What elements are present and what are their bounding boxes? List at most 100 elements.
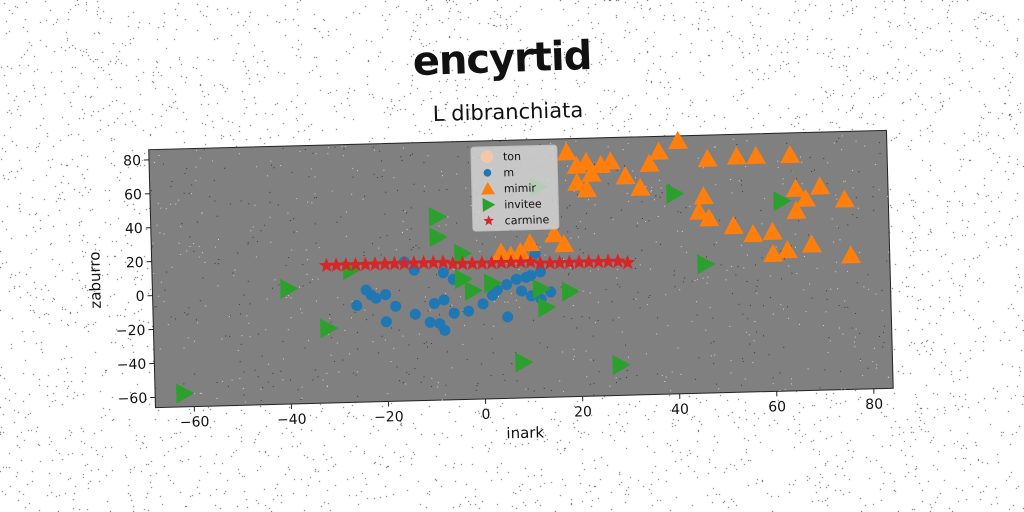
mimir-point (699, 208, 720, 227)
mimir-point (801, 234, 822, 253)
mimir-point (639, 153, 660, 172)
carmine-point (551, 254, 568, 270)
m-point (380, 316, 392, 328)
carmine-point (600, 253, 616, 269)
mimir-point (795, 188, 816, 207)
m-point (510, 273, 522, 285)
mimir-point (689, 201, 710, 220)
legend-label-m: m (503, 166, 514, 179)
series-carmine (318, 253, 636, 273)
x-axis-label: inark (506, 423, 544, 442)
invitee-point (773, 191, 792, 212)
carmine-point (318, 257, 335, 273)
m-point (428, 298, 440, 310)
carmine-point (619, 254, 636, 270)
series-mimir (491, 130, 862, 264)
legend-marker-m (483, 168, 492, 177)
x-tick-label: 60 (768, 399, 786, 415)
plot-speckles (150, 135, 892, 403)
mimir-point (648, 141, 669, 160)
carmine-point (367, 256, 383, 271)
carmine-point (474, 255, 490, 270)
invitee-point (666, 183, 685, 204)
invitee-point (454, 269, 473, 290)
carmine-point (571, 254, 587, 269)
m-point (534, 266, 546, 278)
m-point (463, 305, 475, 317)
mimir-point (491, 242, 512, 261)
mimir-point (763, 243, 784, 263)
invitee-point (175, 383, 195, 404)
invitee-point (561, 281, 581, 302)
m-point (370, 292, 382, 304)
m-point (448, 307, 460, 319)
carmine-point (328, 257, 344, 272)
carmine-point (581, 254, 597, 269)
m-point (437, 267, 449, 279)
x-tick-label: −60 (180, 414, 210, 431)
mimir-point (777, 240, 798, 259)
mimir-point (581, 163, 602, 183)
mimir-point (668, 130, 689, 150)
carmine-point (435, 254, 451, 270)
m-point (438, 294, 450, 306)
invitee-point (429, 227, 448, 248)
mimir-point (785, 178, 806, 198)
carmine-point (425, 254, 441, 270)
mimir-point (786, 200, 807, 220)
mimir-point (600, 151, 621, 170)
carmine-point (338, 257, 354, 272)
x-tick-label: −20 (374, 409, 404, 426)
carmine-point (513, 254, 529, 269)
carmine-point (590, 253, 607, 269)
y-tick-label: 80 (123, 153, 141, 169)
axis-ticks: −60 −40 −20 0 20 40 60 80 −60 −40 −20 0 20 40 60 80 (116, 153, 884, 431)
mimir-point (630, 177, 651, 197)
y-tick-label: −20 (116, 323, 146, 340)
y-tick-label: −40 (117, 357, 147, 374)
y-tick-label: −60 (117, 391, 147, 408)
carmine-point (503, 254, 519, 270)
mimir-point (841, 245, 862, 264)
m-point (380, 289, 392, 301)
m-point (502, 311, 514, 323)
carmine-point (561, 254, 577, 270)
legend-marker-invitee (482, 197, 496, 212)
mimir-point (746, 145, 767, 165)
legend-label-mimir: mimir (504, 182, 537, 196)
invitee-point (483, 273, 503, 294)
y-tick-label: 20 (126, 255, 144, 271)
x-tick-label: 0 (481, 407, 490, 423)
x-tick-label: 40 (671, 402, 689, 418)
m-point (477, 298, 489, 310)
mimir-point (723, 216, 744, 235)
carmine-point (406, 255, 422, 270)
carmine-point (445, 255, 461, 271)
y-tick-label: 0 (135, 289, 144, 305)
legend-box (470, 144, 560, 232)
mimir-point (693, 186, 714, 205)
invitee-point (697, 254, 716, 275)
m-point (409, 308, 421, 320)
mimir-point (810, 176, 831, 195)
carmine-point (610, 253, 626, 268)
legend-label-ton: ton (503, 150, 521, 163)
invitee-point (454, 243, 473, 264)
m-point (390, 300, 402, 312)
m-point (351, 300, 363, 312)
mimir-point (556, 142, 577, 161)
mimir-point (780, 144, 801, 164)
invitee-point (428, 207, 448, 228)
carmine-point (493, 254, 509, 270)
mimir-point (697, 148, 718, 168)
carmine-point (464, 255, 480, 271)
legend-label-invitee: invitee (504, 197, 542, 211)
carmine-point (377, 256, 393, 271)
mimir-point (615, 166, 636, 185)
invitee-point (280, 278, 299, 299)
x-tick-label: 20 (574, 404, 592, 420)
invitee-point (464, 280, 483, 301)
carmine-point (416, 255, 432, 270)
